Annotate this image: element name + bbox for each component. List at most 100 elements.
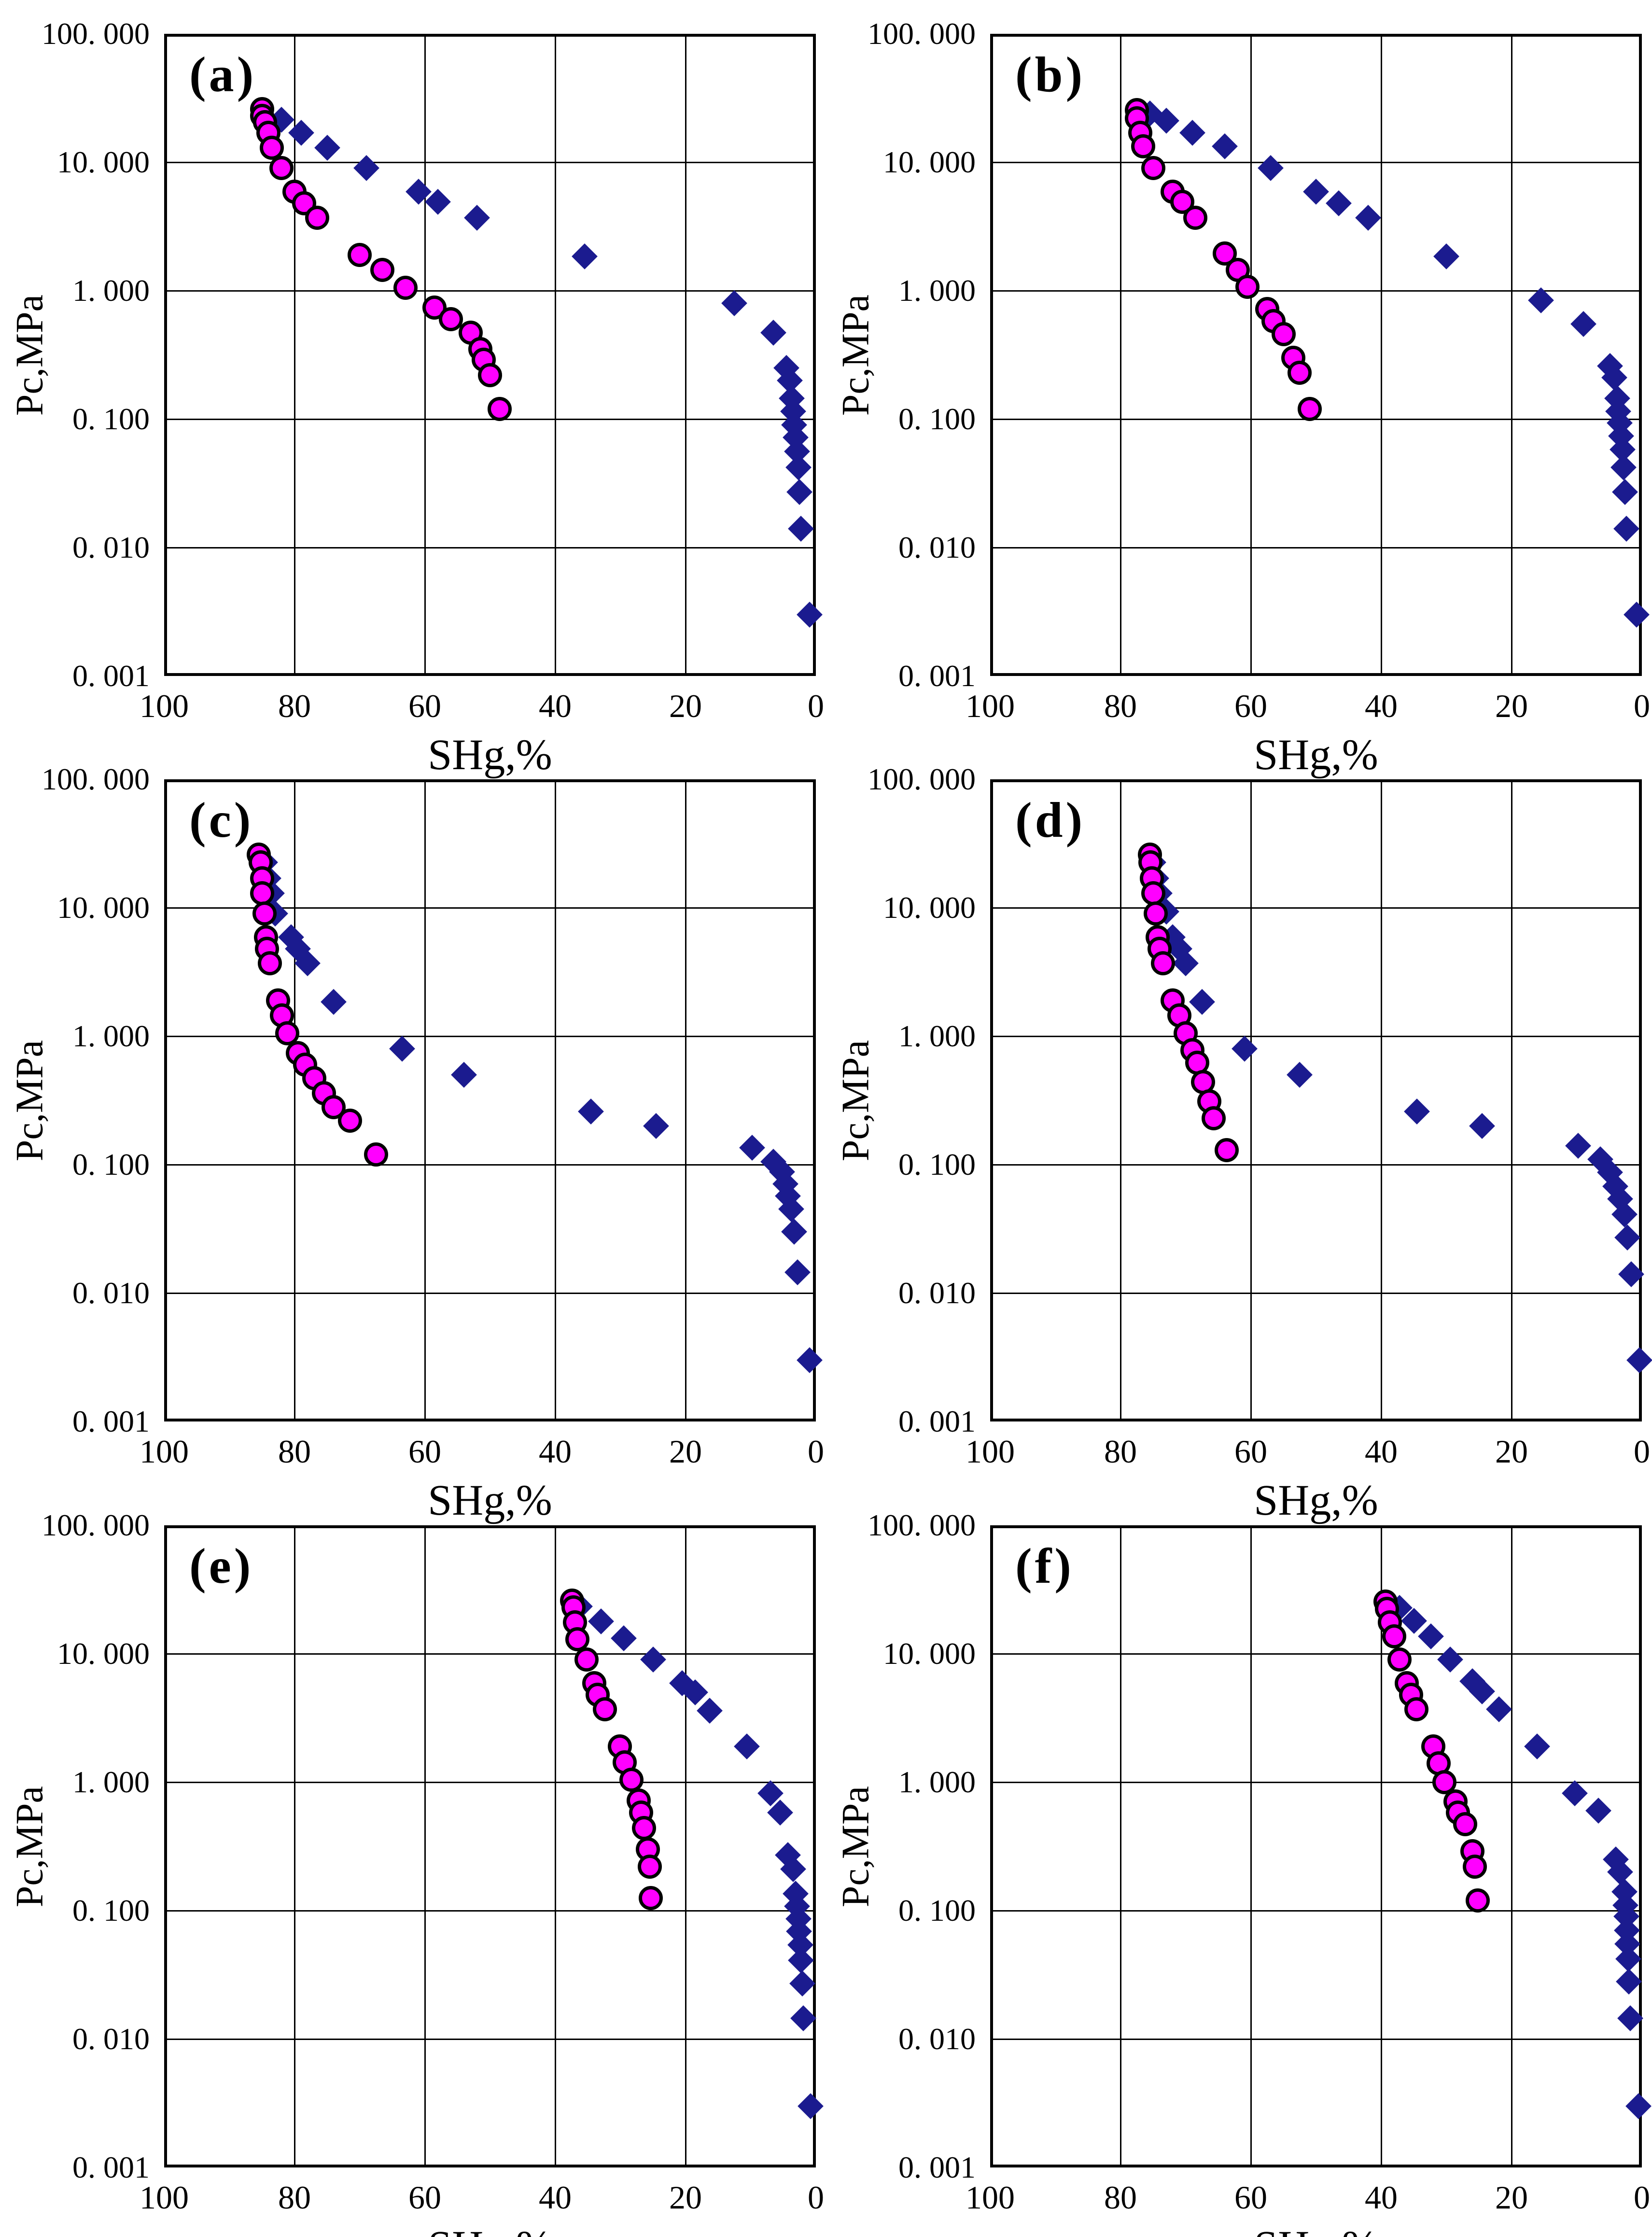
data-point-circle [1387,1647,1412,1672]
y-axis-title: Pc,MPa [834,1040,877,1162]
x-tick-label: 60 [408,2179,441,2216]
y-tick-label: 0. 001 [898,1404,976,1438]
gridline-vertical [294,779,295,1421]
plot-area [164,34,816,676]
gridline-vertical [424,779,426,1421]
panel-label: (c) [189,792,254,848]
x-tick-label: 100 [140,2179,189,2216]
x-tick-label: 40 [1365,2179,1398,2216]
data-point-circle [348,242,372,267]
data-point-circle [1150,951,1175,975]
data-point-circle [252,901,277,926]
y-tick-label: 1. 000 [898,1765,976,1799]
gridline-vertical [1120,34,1121,676]
y-tick-label: 0. 010 [72,2022,150,2056]
gridline-vertical [294,34,295,676]
y-tick-label: 0. 010 [72,1276,150,1310]
y-tick-label: 1. 000 [898,1019,976,1053]
subplot-e: (e) Pc,MPa SHg,% 100. 000 10. 000 1. 000 0.… [0,1491,826,2237]
gridline-horizontal [990,161,1642,163]
x-tick-label: 0 [808,2179,824,2216]
gridline-horizontal [164,1781,816,1783]
y-tick-label: 0. 100 [898,402,976,436]
y-tick-label: 1. 000 [72,1765,150,1799]
data-point-circle [631,1815,656,1840]
y-tick-label: 10. 000 [883,1636,976,1671]
x-tick-label: 80 [1104,1433,1137,1470]
y-axis-title: Pc,MPa [8,1786,51,1908]
y-tick-label: 0. 001 [898,2150,976,2184]
data-point-circle [1143,901,1168,926]
gridline-horizontal [990,547,1642,549]
x-tick-label: 80 [1104,2179,1137,2216]
gridline-vertical [1380,1525,1382,2167]
x-tick-label: 20 [669,1433,702,1470]
data-point-circle [1382,1624,1406,1649]
y-tick-label: 0. 001 [898,659,976,693]
panel-label: (b) [1015,47,1086,102]
y-tick-label: 0. 100 [898,1893,976,1927]
gridline-horizontal [990,1781,1642,1783]
data-point-circle [1202,1106,1226,1130]
y-tick-label: 0. 100 [898,1147,976,1182]
y-axis-title: Pc,MPa [8,1040,51,1162]
data-point-circle [637,1854,662,1879]
x-tick-label: 100 [966,1433,1015,1470]
y-tick-label: 100. 000 [868,1508,976,1542]
data-point-circle [1404,1697,1428,1721]
data-point-circle [257,951,282,975]
x-tick-label: 100 [140,688,189,724]
gridline-vertical [1120,1525,1121,2167]
gridline-vertical [554,779,556,1421]
x-tick-label: 60 [1234,688,1267,724]
y-tick-label: 10. 000 [883,890,976,925]
x-tick-label: 20 [669,688,702,724]
plot-area [164,1525,816,2167]
x-tick-label: 20 [1495,1433,1528,1470]
x-tick-label: 60 [408,688,441,724]
subplot-f: (f) Pc,MPa SHg,% 100. 000 10. 000 1. 000 0.… [826,1491,1652,2237]
x-tick-label: 20 [1495,2179,1528,2216]
x-tick-label: 80 [1104,688,1137,724]
data-point-circle [1288,360,1312,385]
data-point-circle [337,1108,362,1133]
gridline-horizontal [990,1035,1642,1037]
panel-label: (d) [1015,792,1086,848]
gridline-horizontal [990,1292,1642,1294]
data-point-circle [1213,241,1237,266]
subplot-d: (d) Pc,MPa SHg,% 100. 000 10. 000 1. 000 0.… [826,746,1652,1524]
gridline-horizontal [164,161,816,163]
y-tick-label: 1. 000 [72,1019,150,1053]
y-tick-label: 0. 010 [72,530,150,564]
x-tick-label: 60 [1234,2179,1267,2216]
data-point-circle [1297,396,1322,421]
gridline-vertical [554,1525,556,2167]
gridline-horizontal [990,1653,1642,1655]
data-point-circle [488,396,512,421]
gridline-vertical [1511,779,1512,1421]
gridline-vertical [685,779,686,1421]
gridline-horizontal [164,547,816,549]
gridline-horizontal [164,1292,816,1294]
plot-area [990,779,1642,1421]
y-tick-label: 0. 010 [898,530,976,564]
gridline-horizontal [990,2038,1642,2040]
y-tick-label: 10. 000 [883,145,976,179]
y-tick-label: 10. 000 [57,1636,150,1671]
gridline-horizontal [164,1910,816,1912]
data-point-circle [1453,1812,1478,1837]
y-tick-label: 0. 010 [898,1276,976,1310]
gridline-vertical [554,34,556,676]
gridline-horizontal [164,1164,816,1166]
y-tick-label: 0. 010 [898,2022,976,2056]
y-tick-label: 100. 000 [42,1508,150,1542]
gridline-horizontal [164,1653,816,1655]
y-tick-label: 100. 000 [42,16,150,51]
data-point-circle [1131,134,1156,159]
panel-label: (f) [1015,1538,1074,1594]
gridline-horizontal [990,1164,1642,1166]
x-tick-label: 100 [140,1433,189,1470]
y-tick-label: 100. 000 [868,16,976,51]
data-point-circle [1271,322,1296,346]
